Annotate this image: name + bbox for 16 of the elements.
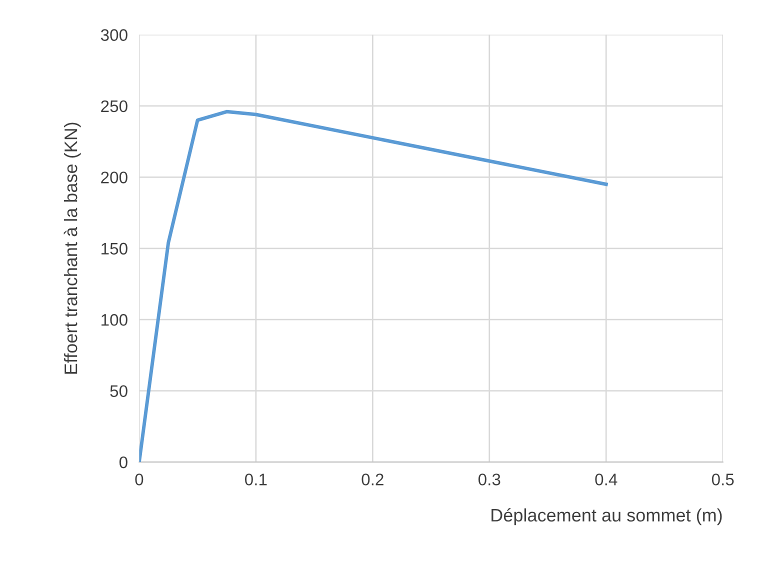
y-tick-label: 0 bbox=[119, 456, 128, 468]
line-series bbox=[139, 110, 608, 462]
x-tick-label: 0.4 bbox=[595, 474, 618, 486]
y-tick-label: 150 bbox=[102, 242, 128, 255]
y-tick-label: 100 bbox=[102, 314, 128, 326]
y-tick-label: 300 bbox=[100, 29, 128, 41]
y-tick-label: 250 bbox=[101, 100, 128, 112]
x-tick-label: 0.1 bbox=[244, 474, 267, 486]
y-tick-label: 50 bbox=[110, 385, 128, 398]
x-tick-label: 0 bbox=[135, 474, 144, 486]
x-tick-label: 0.3 bbox=[478, 474, 500, 486]
y-tick-label: 200 bbox=[101, 172, 128, 184]
y-axis-title: Effoert tranchant à la base (KN) bbox=[64, 122, 81, 374]
x-tick-label: 0.5 bbox=[712, 474, 734, 486]
x-axis-title: Déplacement au sommet (m) bbox=[492, 508, 722, 526]
x-tick-label: 0.2 bbox=[362, 474, 384, 486]
